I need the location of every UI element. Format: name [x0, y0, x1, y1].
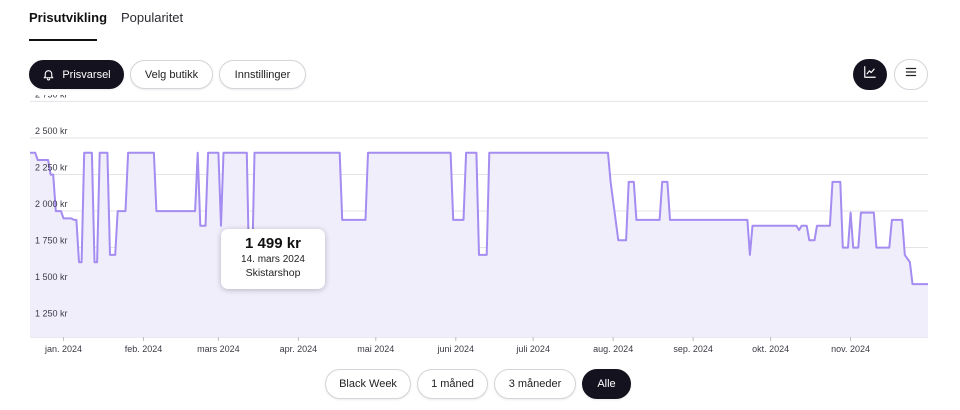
x-tick-label: mars 2024: [197, 344, 240, 354]
list-view-button[interactable]: [894, 59, 928, 90]
bell-icon: [42, 68, 55, 81]
price-tooltip: 1 499 kr 14. mars 2024 Skistarshop: [221, 229, 325, 289]
line-chart-icon: [863, 65, 877, 84]
y-tick-label: 2 500 kr: [35, 126, 68, 136]
choose-store-button[interactable]: Velg butikk: [130, 60, 213, 89]
tab-popularity[interactable]: Popularitet: [121, 10, 184, 25]
range-black-week-button[interactable]: Black Week: [325, 369, 411, 399]
tooltip-price: 1 499 kr: [245, 235, 301, 252]
price-line: [30, 151, 928, 286]
range-all-button[interactable]: Alle: [582, 369, 631, 399]
y-axis-labels: 1 250 kr 1 500 kr 1 750 kr 2 000 kr 2 250 kr…: [35, 95, 68, 318]
chart-view-button[interactable]: [853, 59, 887, 90]
x-tick-label: nov. 2024: [831, 344, 870, 354]
price-alert-button[interactable]: Prisvarsel: [29, 60, 124, 89]
range-3-months-button[interactable]: 3 måneder: [494, 369, 576, 399]
y-tick-label: 2 250 kr: [35, 162, 68, 172]
x-axis-labels: jan. 2024 feb. 2024 mars 2024 apr. 2024 mai …: [44, 337, 870, 354]
tab-bar: Prisutvikling Popularitet: [0, 0, 960, 42]
tab-price-history[interactable]: Prisutvikling: [29, 10, 108, 25]
price-history-chart[interactable]: 1 250 kr 1 500 kr 1 750 kr 2 000 kr 2 250 kr…: [0, 95, 960, 360]
active-tab-indicator: [29, 39, 97, 41]
tooltip-store: Skistarshop: [245, 267, 301, 279]
y-tick-label: 1 250 kr: [35, 308, 68, 318]
x-tick-label: juli 2024: [515, 344, 550, 354]
choose-store-label: Velg butikk: [144, 68, 199, 81]
x-tick-label: okt. 2024: [752, 344, 789, 354]
x-tick-label: juni 2024: [437, 344, 475, 354]
y-tick-label: 1 750 kr: [35, 235, 68, 245]
range-1-month-button[interactable]: 1 måned: [417, 369, 488, 399]
x-tick-label: jan. 2024: [44, 344, 82, 354]
x-tick-label: sep. 2024: [673, 344, 713, 354]
y-tick-label: 2 750 kr: [35, 95, 68, 99]
y-tick-label: 2 000 kr: [35, 199, 68, 209]
price-alert-label: Prisvarsel: [62, 68, 111, 81]
menu-icon: [904, 65, 918, 84]
chart-line: [30, 151, 928, 286]
settings-label: Innstillinger: [234, 68, 291, 81]
x-tick-label: aug. 2024: [593, 344, 633, 354]
tooltip-date: 14. mars 2024: [241, 254, 305, 265]
x-tick-label: feb. 2024: [125, 344, 163, 354]
x-tick-label: apr. 2024: [280, 344, 318, 354]
y-tick-label: 1 500 kr: [35, 272, 68, 282]
x-tick-label: mai 2024: [357, 344, 394, 354]
settings-button[interactable]: Innstillinger: [219, 60, 306, 89]
